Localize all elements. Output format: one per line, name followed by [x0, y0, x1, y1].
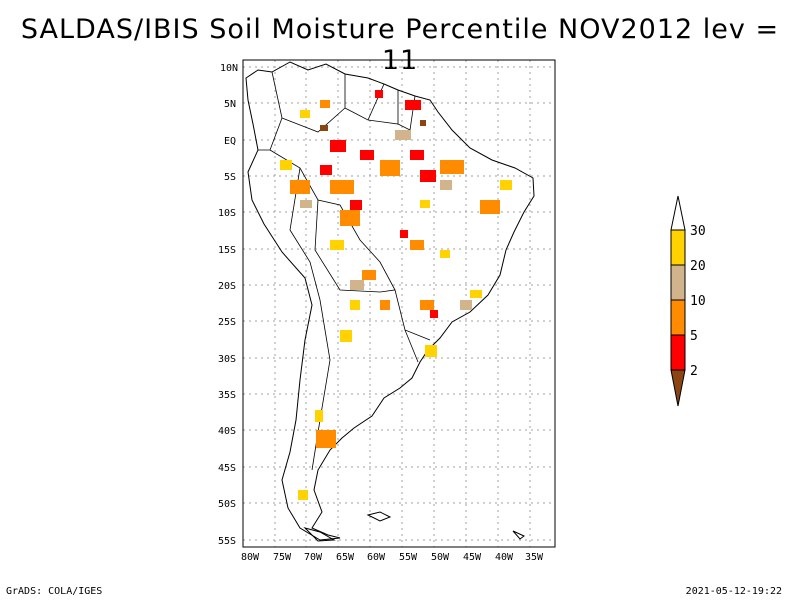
lon-label: 35W: [525, 552, 544, 563]
latitude-labels: 10N 5N EQ 5S 10S 15S 20S 25S 30S 35S 40S…: [218, 63, 238, 547]
footer-credit: GrADS: COLA/IGES: [6, 586, 103, 597]
class-5-10: [290, 100, 500, 448]
colorbar-20-30: [670, 229, 686, 266]
colorbar-5-10: [670, 299, 686, 336]
colorbar-label: 30: [690, 224, 706, 239]
lat-label: 15S: [218, 245, 236, 256]
lat-label: 10S: [218, 208, 236, 219]
lat-label: 10N: [220, 63, 238, 74]
colorbar-bottom-arrow: [670, 369, 686, 407]
map-frame: [242, 59, 556, 548]
lat-label: EQ: [224, 136, 236, 147]
lat-label: 5N: [224, 99, 236, 110]
lat-label: 25S: [218, 317, 236, 328]
class-2-5: [320, 90, 438, 318]
south-america-coastline: [245, 61, 535, 541]
colorbar-label: 2: [690, 364, 698, 379]
footer-timestamp: 2021-05-12-19:22: [685, 586, 782, 597]
colorbar-label: 5: [690, 329, 698, 344]
map-title: SALDAS/IBIS Soil Moisture Percentile NOV…: [20, 14, 780, 76]
colorbar-label: 10: [690, 294, 706, 309]
colorbar-labels: 30 20 10 5 2: [690, 224, 706, 379]
lon-label: 70W: [304, 552, 323, 563]
lat-label: 20S: [218, 281, 236, 292]
lon-label: 55W: [399, 552, 418, 563]
lon-label: 65W: [336, 552, 355, 563]
soil-moisture-pixels: [280, 90, 512, 500]
lat-label: 30S: [218, 354, 236, 365]
lon-label: 40W: [495, 552, 514, 563]
lon-label: 45W: [463, 552, 482, 563]
lon-label: 50W: [431, 552, 450, 563]
falkland-islands: [366, 511, 392, 522]
lat-label: 50S: [218, 499, 236, 510]
lon-label: 80W: [241, 552, 260, 563]
class-below-2: [320, 120, 426, 131]
colorbar-10-20: [670, 264, 686, 301]
colorbar-top-arrow: [670, 195, 686, 231]
lat-label: 35S: [218, 390, 236, 401]
colorbar-2-5: [670, 334, 686, 371]
tierra-del-fuego: [303, 527, 336, 542]
lat-label: 40S: [218, 426, 236, 437]
lat-label: 55S: [218, 536, 236, 547]
south-georgia: [512, 530, 525, 540]
lon-label: 75W: [273, 552, 292, 563]
gridlines: [243, 60, 555, 547]
lon-label: 60W: [367, 552, 386, 563]
colorbar: [670, 195, 686, 407]
lat-label: 45S: [218, 463, 236, 474]
class-10-20: [300, 130, 472, 310]
class-20-30: [280, 110, 512, 500]
longitude-labels: 80W 75W 70W 65W 60W 55W 50W 45W 40W 35W: [241, 552, 544, 563]
colorbar-label: 20: [690, 259, 706, 274]
lat-label: 5S: [224, 172, 236, 183]
